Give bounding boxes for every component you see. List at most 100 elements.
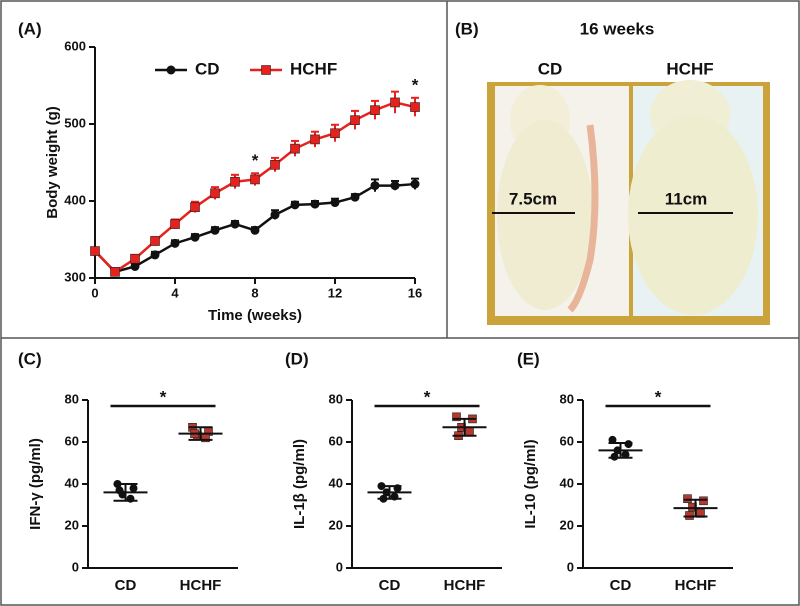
marker bbox=[150, 250, 160, 260]
x-tick-label: CD bbox=[115, 577, 137, 594]
photo-caption: HCHF bbox=[666, 59, 713, 78]
marker bbox=[685, 511, 694, 520]
panel-label: (D) bbox=[285, 349, 309, 368]
y-tick-label: 80 bbox=[329, 391, 343, 406]
marker bbox=[350, 192, 360, 202]
marker bbox=[150, 236, 160, 246]
y-tick-label: 20 bbox=[560, 517, 574, 532]
marker bbox=[410, 102, 420, 112]
y-tick-label: 80 bbox=[65, 391, 79, 406]
marker bbox=[310, 199, 320, 209]
marker bbox=[390, 181, 400, 191]
y-tick-label: 60 bbox=[560, 433, 574, 448]
panel-label: (E) bbox=[517, 349, 540, 368]
marker bbox=[410, 179, 420, 189]
marker bbox=[190, 202, 200, 212]
y-axis-label: Body weight (g) bbox=[44, 106, 61, 219]
y-tick-label: 40 bbox=[65, 475, 79, 490]
y-axis-label: IL-10 (pg/ml) bbox=[522, 439, 539, 528]
marker bbox=[699, 496, 708, 506]
marker bbox=[250, 174, 260, 185]
marker bbox=[330, 198, 340, 208]
photo-panel: (B) 16 weeks CD HCHF 7.5cm 11cm bbox=[455, 19, 770, 325]
marker bbox=[290, 200, 300, 210]
x-tick-label: 16 bbox=[408, 285, 422, 300]
marker bbox=[250, 225, 260, 235]
x-tick-label: HCHF bbox=[180, 577, 222, 594]
y-tick-label: 300 bbox=[64, 269, 86, 284]
marker bbox=[170, 238, 180, 248]
marker bbox=[610, 452, 619, 461]
marker bbox=[170, 219, 180, 229]
annotation: * bbox=[412, 75, 419, 94]
y-tick-label: 500 bbox=[64, 115, 86, 130]
marker bbox=[683, 494, 692, 504]
marker bbox=[261, 65, 271, 75]
x-tick-label: HCHF bbox=[444, 577, 486, 594]
photo-title: 16 weeks bbox=[580, 19, 655, 38]
y-tick-label: 0 bbox=[336, 559, 343, 574]
marker bbox=[310, 134, 320, 145]
x-axis-label: Time (weeks) bbox=[208, 307, 302, 324]
marker bbox=[330, 128, 340, 139]
y-tick-label: 0 bbox=[72, 559, 79, 574]
marker bbox=[190, 232, 200, 242]
marker bbox=[130, 253, 140, 264]
marker bbox=[210, 225, 220, 235]
marker bbox=[390, 97, 400, 108]
y-tick-label: 80 bbox=[560, 391, 574, 406]
significance-label: * bbox=[655, 387, 662, 406]
scale-label: 7.5cm bbox=[509, 189, 557, 208]
marker bbox=[270, 160, 280, 170]
x-tick-label: 12 bbox=[328, 285, 342, 300]
rat-tail bbox=[567, 124, 599, 313]
y-tick-label: 600 bbox=[64, 38, 86, 53]
y-tick-label: 60 bbox=[65, 433, 79, 448]
marker bbox=[90, 246, 100, 256]
x-tick-label: 0 bbox=[91, 285, 98, 300]
marker bbox=[230, 176, 240, 187]
annotation: * bbox=[252, 151, 259, 170]
rat-body bbox=[628, 115, 758, 315]
x-tick-label: CD bbox=[379, 577, 401, 594]
marker bbox=[270, 210, 280, 220]
legend-label: HCHF bbox=[290, 59, 337, 78]
marker bbox=[129, 484, 138, 493]
marker bbox=[624, 440, 633, 449]
x-tick-label: 4 bbox=[171, 285, 179, 300]
x-tick-label: 8 bbox=[251, 285, 258, 300]
panel-label: (C) bbox=[18, 349, 42, 368]
legend-label: CD bbox=[195, 59, 220, 78]
marker bbox=[210, 188, 220, 199]
x-tick-label: CD bbox=[610, 577, 632, 594]
x-tick-label: HCHF bbox=[675, 577, 717, 594]
y-tick-label: 60 bbox=[329, 433, 343, 448]
photo-caption: CD bbox=[538, 59, 563, 78]
marker bbox=[370, 105, 380, 115]
marker bbox=[130, 261, 140, 271]
rat-body bbox=[497, 120, 593, 310]
marker bbox=[621, 450, 630, 459]
marker bbox=[608, 435, 617, 444]
marker bbox=[465, 427, 474, 436]
marker bbox=[110, 267, 120, 277]
significance-label: * bbox=[424, 387, 431, 406]
y-axis-label: IFN-γ (pg/ml) bbox=[27, 438, 44, 530]
y-tick-label: 20 bbox=[329, 517, 343, 532]
y-tick-label: 20 bbox=[65, 517, 79, 532]
marker bbox=[230, 219, 240, 229]
panel-label: (B) bbox=[455, 19, 479, 38]
marker bbox=[166, 65, 176, 75]
marker bbox=[350, 115, 360, 125]
y-axis-label: IL-1β (pg/ml) bbox=[291, 439, 308, 529]
scale-label: 11cm bbox=[665, 189, 708, 208]
marker bbox=[452, 412, 461, 422]
significance-label: * bbox=[160, 387, 167, 406]
y-tick-label: 400 bbox=[64, 192, 86, 207]
y-tick-label: 40 bbox=[329, 475, 343, 490]
marker bbox=[290, 143, 300, 154]
y-tick-label: 0 bbox=[567, 559, 574, 574]
marker bbox=[370, 181, 380, 191]
panel-label: (A) bbox=[18, 19, 42, 38]
